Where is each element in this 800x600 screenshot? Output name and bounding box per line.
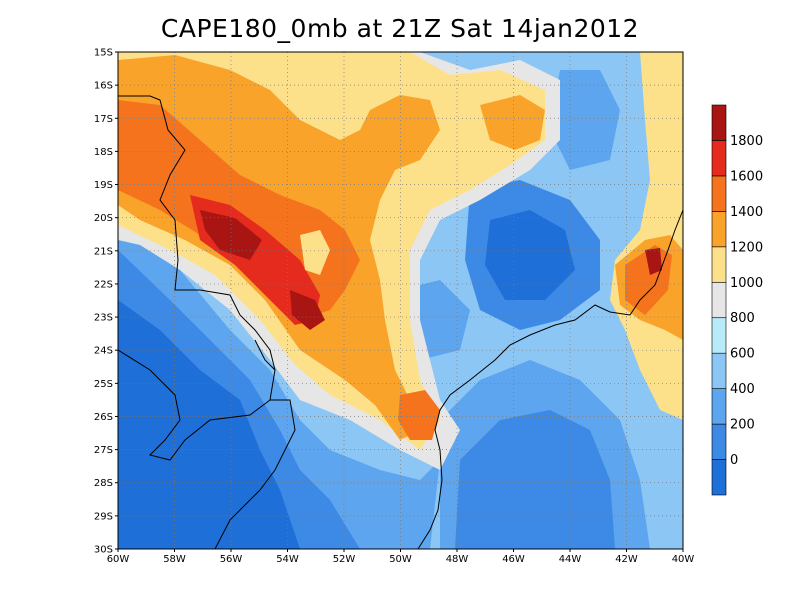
colorbar-label: 1600 [730, 169, 763, 184]
lon-tick-label: 60W [107, 554, 130, 565]
colorbar-label: 400 [730, 382, 755, 397]
border-paraguay [117, 349, 271, 461]
lat-tick-label: 20S [94, 213, 113, 224]
colorbar-label: 1000 [730, 276, 763, 291]
lat-tick-label: 17S [94, 114, 113, 125]
lat-tick-label: 16S [94, 81, 113, 92]
border-west [118, 95, 296, 550]
lon-tick-label: 56W [220, 554, 243, 565]
lon-tick-label: 48W [446, 554, 469, 565]
atlantic-coastline [417, 209, 684, 550]
band-1400-north2 [385, 110, 425, 150]
colorbar-label: 1400 [730, 205, 763, 220]
colorbar-band [711, 352, 727, 389]
band-peak-main2 [290, 290, 325, 330]
colorbar-band [711, 140, 727, 177]
colorbar-band [711, 317, 727, 354]
colorbar-label: 600 [730, 347, 755, 362]
lon-tick-label: 58W [163, 554, 186, 565]
band-1200-hole [300, 230, 330, 275]
band-1600-south [398, 390, 440, 440]
lat-tick-label: 24S [94, 346, 113, 357]
lat-tick-labels: 15S 16S 17S 18S 19S 20S 21S 22S 23S 24S 25S 26S 27S 2… [94, 48, 118, 556]
colorbar-band [711, 246, 727, 283]
colorbar-label: 800 [730, 311, 755, 326]
border-segment [254, 339, 276, 371]
coastline-borders [117, 95, 684, 550]
lat-tick-label: 19S [94, 180, 113, 191]
band-400-north [550, 70, 620, 170]
colorbar-band [711, 388, 727, 425]
colorbar-band [711, 104, 727, 141]
band-peak-main [200, 210, 262, 260]
lat-tick-label: 27S [94, 445, 113, 456]
colorbar-band [711, 423, 727, 460]
lat-tick-label: 29S [94, 511, 113, 522]
lat-tick-label: 15S [94, 48, 113, 59]
lon-tick-label: 44W [559, 554, 582, 565]
band-peak-east [645, 248, 662, 275]
colorbar-band [711, 175, 727, 212]
lon-tick-label: 40W [672, 554, 695, 565]
lat-tick-label: 26S [94, 412, 113, 423]
colorbar-band [711, 281, 727, 319]
grid-lines [118, 52, 683, 549]
lat-tick-label: 30S [94, 545, 113, 556]
lon-tick-label: 46W [502, 554, 525, 565]
lon-tick-label: 52W [333, 554, 356, 565]
colorbar-band [711, 459, 727, 496]
lat-tick-label: 25S [94, 379, 113, 390]
colorbar-label: 200 [730, 418, 755, 433]
colorbar-label: 1200 [730, 240, 763, 255]
band-0-central [485, 210, 575, 300]
band-1400-north [480, 95, 545, 150]
colorbar: 0 200 400 600 800 1000 1200 1400 1600 1800 [711, 104, 763, 496]
lat-tick-label: 28S [94, 478, 113, 489]
lon-tick-labels: 60W 58W 56W 54W 52W 50W 48W 46W 44W 42W 40W [107, 549, 695, 565]
lon-tick-label: 50W [389, 554, 412, 565]
colorbar-label: 0 [730, 453, 738, 468]
lat-tick-label: 18S [94, 147, 113, 158]
band-200-southeast [455, 410, 615, 549]
lat-tick-label: 22S [94, 279, 113, 290]
chart-title: CAPE180_0mb at 21Z Sat 14jan2012 [160, 14, 640, 43]
lon-tick-label: 42W [615, 554, 638, 565]
colorbar-band [711, 211, 727, 248]
band-0-southwest [118, 300, 300, 549]
lon-tick-label: 54W [276, 554, 299, 565]
colorbar-label: 1800 [730, 134, 763, 149]
lat-tick-label: 23S [94, 313, 113, 324]
lat-tick-label: 21S [94, 246, 113, 257]
